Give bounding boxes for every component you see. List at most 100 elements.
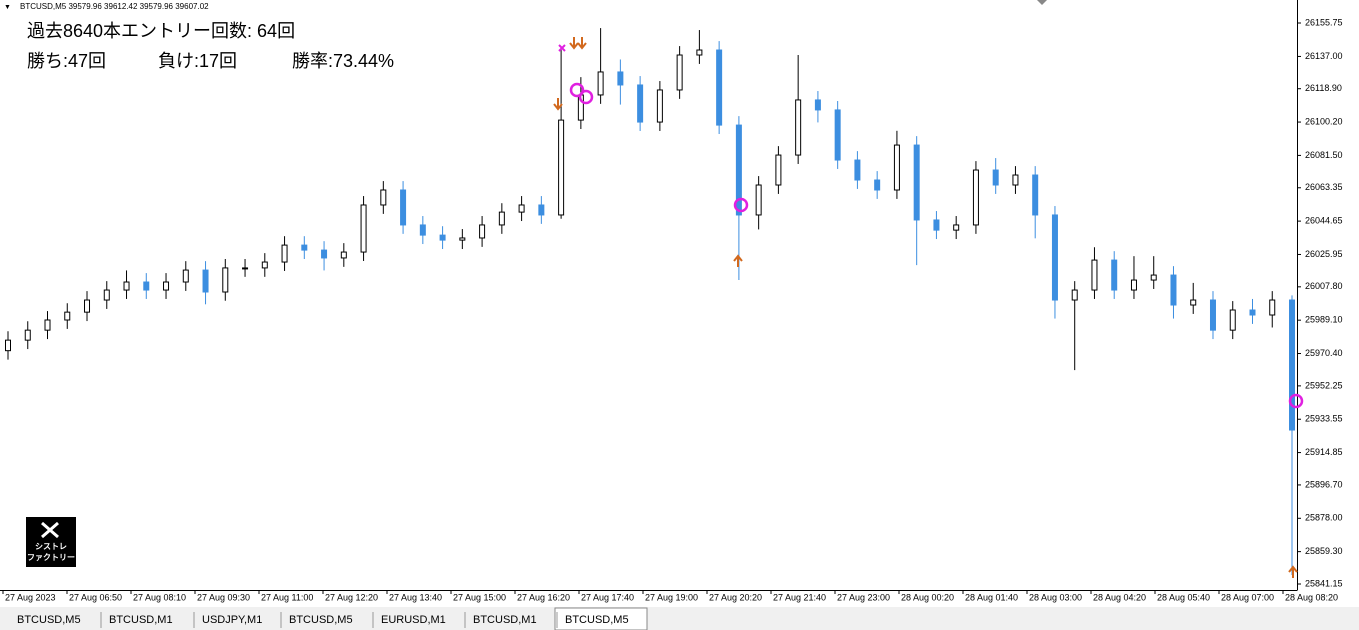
candle-body bbox=[834, 109, 841, 161]
header: BTCUSD,M5 39579.96 39612.42 39579.96 396… bbox=[20, 2, 209, 11]
candle-body bbox=[143, 281, 150, 291]
candle-body bbox=[1130, 279, 1137, 291]
tab-label[interactable]: BTCUSD,M5 bbox=[17, 614, 81, 626]
annotation: 過去8640本エントリー回数: 64回 bbox=[27, 21, 295, 41]
candle-body bbox=[400, 189, 407, 226]
tabs: BTCUSD,M5 BTCUSD,M1 USDJPY,M1 BTCUSD,M5 EURU… bbox=[17, 612, 629, 628]
tab-label[interactable]: BTCUSD,M1 bbox=[109, 614, 173, 626]
y-tick-label: 26025.95 bbox=[1305, 249, 1343, 259]
active-tab[interactable] bbox=[554, 607, 648, 630]
candle-body bbox=[893, 144, 900, 191]
candle-body bbox=[1032, 174, 1039, 216]
candle-body bbox=[103, 289, 110, 301]
arrow-up bbox=[733, 254, 743, 267]
candle-body bbox=[716, 49, 723, 126]
y-tick-label: 25841.15 bbox=[1305, 578, 1343, 588]
y-tick-label: 26155.75 bbox=[1305, 17, 1343, 27]
x-tick-label: 27 Aug 23:00 bbox=[837, 592, 890, 602]
candle-body bbox=[419, 224, 426, 236]
tab-label[interactable]: BTCUSD,M5 bbox=[289, 614, 353, 626]
candle-body bbox=[1289, 299, 1295, 431]
x-tick-label: 28 Aug 01:40 bbox=[965, 592, 1018, 602]
candle-body bbox=[498, 211, 505, 226]
candle-body bbox=[1071, 289, 1078, 301]
candle-body bbox=[222, 267, 229, 293]
x-tick-label: 28 Aug 00:20 bbox=[901, 592, 954, 602]
x-tick-label: 27 Aug 12:20 bbox=[325, 592, 378, 602]
signal-circle bbox=[569, 82, 585, 98]
candle-body bbox=[656, 89, 663, 123]
candle-body bbox=[1051, 214, 1058, 301]
logo-text: シストレ bbox=[35, 542, 67, 551]
x-tick-label: 27 Aug 15:00 bbox=[453, 592, 506, 602]
candle-body bbox=[1150, 274, 1157, 281]
candle-body bbox=[637, 84, 644, 123]
candle-body bbox=[696, 49, 703, 56]
x-tick-label: 27 Aug 20:20 bbox=[709, 592, 762, 602]
y-tick-label: 26063.35 bbox=[1305, 182, 1343, 192]
candle-body bbox=[84, 299, 91, 313]
annotation: 勝ち:47回 bbox=[27, 51, 106, 71]
candle-body bbox=[1229, 309, 1236, 331]
candle-body bbox=[301, 244, 308, 251]
x-tick-label: 28 Aug 07:00 bbox=[1221, 592, 1274, 602]
signal-cross bbox=[558, 44, 566, 52]
y-tick-label: 25914.85 bbox=[1305, 447, 1343, 457]
candle-body bbox=[459, 237, 466, 241]
tab-label[interactable]: USDJPY,M1 bbox=[202, 614, 262, 626]
candle-body bbox=[933, 219, 940, 231]
signal-circle bbox=[1288, 393, 1304, 409]
candle-body bbox=[44, 319, 51, 331]
candle-body bbox=[775, 154, 782, 186]
x-tick-label: 28 Aug 04:20 bbox=[1093, 592, 1146, 602]
y-tick-label: 25933.55 bbox=[1305, 414, 1343, 424]
y-tick-label: 25878.00 bbox=[1305, 513, 1343, 523]
candle-body bbox=[5, 339, 11, 352]
annotation: 勝率:73.44% bbox=[292, 51, 394, 71]
tab-label[interactable]: BTCUSD,M5 bbox=[565, 614, 629, 626]
x-tick-label: 27 Aug 08:10 bbox=[133, 592, 186, 602]
signal-circle bbox=[733, 197, 749, 213]
candle-body bbox=[617, 71, 624, 86]
candle-body bbox=[992, 169, 999, 186]
candle-body bbox=[1249, 309, 1256, 316]
candle-body bbox=[1170, 274, 1177, 306]
scroll-icon bbox=[1037, 0, 1047, 5]
collapse-icon[interactable]: ▼ bbox=[4, 4, 11, 11]
logo-icon bbox=[41, 521, 59, 539]
y-tick-label: 25970.40 bbox=[1305, 348, 1343, 358]
candle-body bbox=[538, 204, 545, 216]
candle-body bbox=[202, 269, 209, 293]
x-tick-label: 27 Aug 09:30 bbox=[197, 592, 250, 602]
annotation: 負け:17回 bbox=[158, 51, 237, 71]
candle-body bbox=[972, 169, 979, 226]
tab-label[interactable]: EURUSD,M1 bbox=[381, 614, 446, 626]
logo bbox=[26, 517, 76, 567]
candle-body bbox=[676, 54, 683, 91]
x-tick-label: 27 Aug 13:40 bbox=[389, 592, 442, 602]
candle-body bbox=[597, 71, 604, 96]
candle-body bbox=[735, 124, 742, 216]
plot bbox=[5, 28, 1295, 575]
candle-body bbox=[953, 224, 960, 231]
y-tick-label: 25952.25 bbox=[1305, 380, 1343, 390]
candle-body bbox=[261, 261, 268, 269]
candle-body bbox=[439, 234, 446, 241]
candle-body bbox=[360, 204, 367, 253]
y-tick-label: 26081.50 bbox=[1305, 150, 1343, 160]
tab-label[interactable]: BTCUSD,M1 bbox=[473, 614, 537, 626]
x-tick-label: 27 Aug 2023 bbox=[5, 592, 56, 602]
arrow-down bbox=[577, 37, 587, 50]
y-tick-label: 25989.10 bbox=[1305, 315, 1343, 325]
x-tick-label: 27 Aug 21:40 bbox=[773, 592, 826, 602]
x-tick-label: 28 Aug 05:40 bbox=[1157, 592, 1210, 602]
x-tick-label: 27 Aug 19:00 bbox=[645, 592, 698, 602]
signals bbox=[553, 37, 1304, 578]
x-tick-label: 27 Aug 06:50 bbox=[69, 592, 122, 602]
candle-body bbox=[854, 159, 861, 181]
y-tick-label: 26007.80 bbox=[1305, 281, 1343, 291]
candle-body bbox=[518, 204, 525, 213]
x-tick-label: 27 Aug 16:20 bbox=[517, 592, 570, 602]
